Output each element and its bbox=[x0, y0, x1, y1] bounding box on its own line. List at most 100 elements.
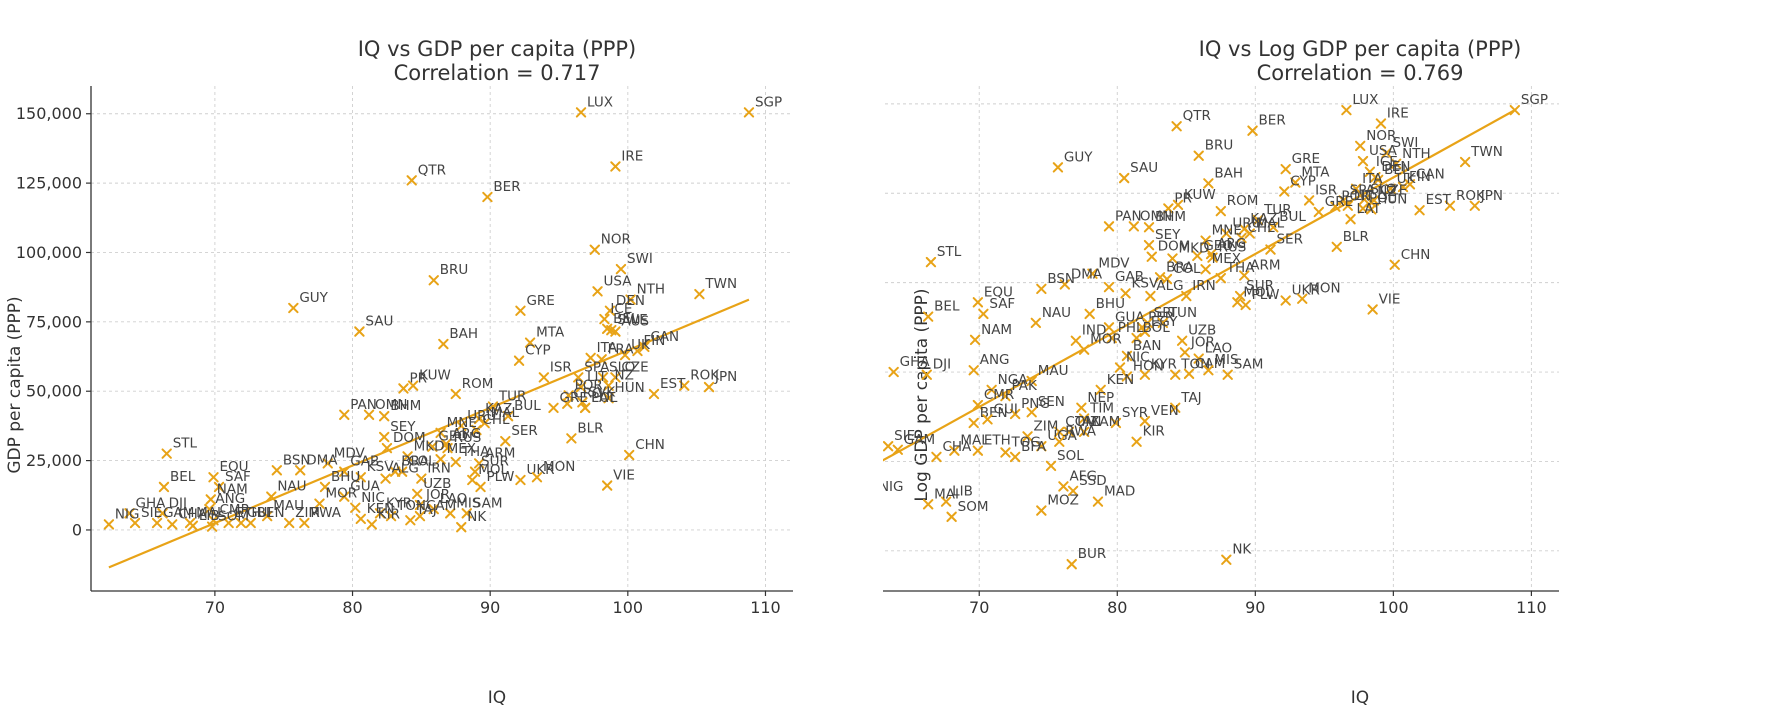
marker-stroke bbox=[450, 388, 461, 400]
point-label: SEY bbox=[390, 419, 416, 435]
data-point: TAJ bbox=[1170, 390, 1202, 413]
marker-stroke bbox=[187, 520, 199, 531]
marker-stroke bbox=[1404, 179, 1416, 190]
data-point: MAL bbox=[479, 405, 520, 429]
point-label: ETH bbox=[235, 505, 262, 521]
data-point: TON bbox=[1170, 357, 1210, 380]
point-label: UZB bbox=[1188, 323, 1216, 339]
point-label: SOL bbox=[1057, 448, 1084, 464]
point-label: SRI bbox=[1154, 305, 1176, 321]
point-label: LUX bbox=[587, 94, 613, 110]
x-tick-label: 100 bbox=[1378, 598, 1409, 617]
marker-stroke bbox=[1240, 299, 1251, 311]
marker-stroke bbox=[1066, 558, 1077, 570]
point-label: GEO bbox=[1203, 238, 1233, 254]
data-point: COL bbox=[1161, 261, 1201, 285]
data-point: QTR bbox=[406, 162, 446, 186]
data-point: MEX bbox=[435, 441, 476, 465]
point-label: NZ bbox=[615, 368, 634, 384]
point-label: NEP bbox=[1087, 390, 1114, 406]
marker-stroke bbox=[473, 413, 485, 425]
marker-stroke bbox=[925, 256, 937, 268]
point-label: BHM bbox=[390, 398, 421, 414]
data-point: GRE bbox=[1313, 194, 1353, 218]
marker-stroke bbox=[1364, 166, 1376, 178]
marker-stroke bbox=[1239, 270, 1250, 281]
marker-stroke bbox=[428, 275, 439, 286]
marker-stroke bbox=[1095, 384, 1106, 396]
data-point: SAM bbox=[461, 495, 502, 519]
data-point: CHA bbox=[931, 439, 972, 463]
marker-stroke bbox=[1366, 204, 1377, 215]
point-label: KSV bbox=[367, 459, 394, 475]
marker-stroke bbox=[1357, 155, 1369, 167]
data-point: DJI bbox=[157, 495, 187, 519]
point-label: VIE bbox=[1379, 291, 1401, 307]
data-point: BEL bbox=[922, 299, 960, 322]
data-point: ZIM bbox=[284, 505, 320, 529]
marker-stroke bbox=[575, 381, 587, 393]
marker-stroke bbox=[435, 454, 446, 465]
marker-stroke bbox=[1139, 369, 1151, 380]
data-point: BER bbox=[482, 179, 521, 203]
marker-stroke bbox=[892, 444, 903, 455]
data-point: LAT bbox=[579, 390, 616, 414]
chart-title: IQ vs GDP per capita (PPP) bbox=[358, 37, 637, 61]
data-point: NAU bbox=[1030, 305, 1071, 329]
marker-stroke bbox=[398, 383, 409, 394]
marker-stroke bbox=[363, 409, 375, 421]
point-label: GEO bbox=[438, 429, 468, 445]
point-label: KEN bbox=[367, 501, 394, 517]
point-label: CHA bbox=[942, 439, 972, 455]
point-label: GUI bbox=[994, 401, 1018, 417]
marker-stroke bbox=[235, 517, 247, 529]
marker-stroke bbox=[1139, 326, 1151, 337]
marker-stroke bbox=[412, 488, 423, 500]
marker-stroke bbox=[1342, 200, 1353, 211]
point-label: GUY bbox=[1064, 149, 1093, 165]
marker-stroke bbox=[1026, 375, 1037, 387]
marker-stroke bbox=[1331, 241, 1342, 253]
point-label: MDV bbox=[1098, 256, 1130, 272]
point-label: SWE bbox=[617, 312, 647, 328]
marker-stroke bbox=[1193, 150, 1204, 161]
data-point: PR bbox=[398, 370, 427, 394]
point-label: MAI bbox=[934, 486, 959, 502]
data-point: GUA bbox=[1103, 309, 1145, 333]
point-label: NZ bbox=[1377, 184, 1396, 200]
marker-stroke bbox=[1000, 447, 1011, 458]
point-label: SYR bbox=[1122, 405, 1148, 421]
data-point: BEN bbox=[245, 505, 285, 529]
point-label: BSN bbox=[1047, 271, 1075, 287]
marker-stroke bbox=[322, 458, 333, 469]
marker-stroke bbox=[968, 417, 979, 429]
data-point: KUW bbox=[407, 368, 451, 391]
point-label: CAM bbox=[1195, 356, 1225, 372]
marker-stroke bbox=[946, 511, 957, 523]
point-label: ITA bbox=[597, 340, 618, 356]
point-label: PAK bbox=[1011, 378, 1038, 394]
chart-left: IQ vs GDP per capita (PPP) Correlation =… bbox=[5, 37, 793, 708]
data-point: NK bbox=[1221, 542, 1252, 565]
data-point: SAU bbox=[1118, 160, 1158, 184]
data-point: RUS bbox=[1207, 240, 1246, 263]
point-label: ROK bbox=[690, 368, 720, 384]
data-point: KSV bbox=[1120, 275, 1159, 299]
y-axis-label: GDP per capita (PPP) bbox=[5, 296, 25, 473]
point-label: TON bbox=[1180, 357, 1210, 373]
data-point: PAK bbox=[1000, 378, 1038, 402]
x-tick-label: 80 bbox=[342, 598, 362, 617]
data-point: PAN bbox=[339, 397, 377, 421]
marker-stroke bbox=[703, 381, 715, 393]
point-label: ANG bbox=[215, 491, 245, 507]
data-point: CHN bbox=[624, 437, 665, 461]
data-point: SEY bbox=[1143, 227, 1181, 251]
data-point: THA bbox=[450, 444, 490, 468]
data-point: BHM bbox=[378, 398, 421, 422]
point-label: COL bbox=[1173, 261, 1201, 277]
point-label: MAL bbox=[1256, 215, 1285, 231]
point-label: ICE bbox=[1376, 154, 1398, 170]
data-point: ALG bbox=[1145, 278, 1184, 302]
point-label: ARM bbox=[1250, 257, 1280, 273]
marker-stroke bbox=[921, 369, 932, 380]
